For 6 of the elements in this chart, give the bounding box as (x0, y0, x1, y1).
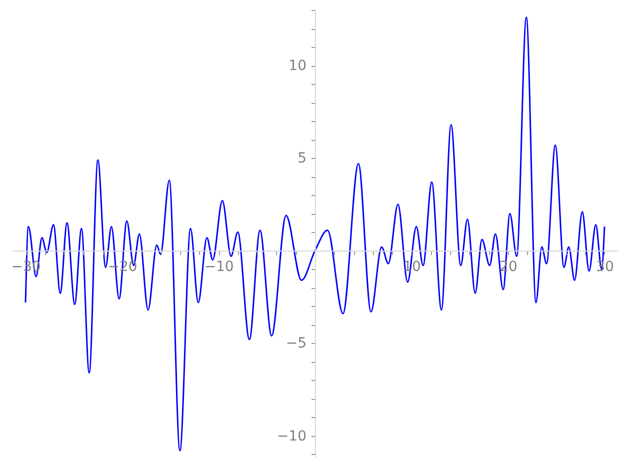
x-tick-label: 30 (596, 259, 614, 276)
x-tick-label: −10 (204, 259, 234, 276)
y-tick-label: −5 (286, 336, 306, 352)
y-tick-label: 5 (298, 150, 306, 167)
y-tick-label: −10 (276, 428, 306, 444)
y-tick-label: 10 (288, 58, 306, 74)
